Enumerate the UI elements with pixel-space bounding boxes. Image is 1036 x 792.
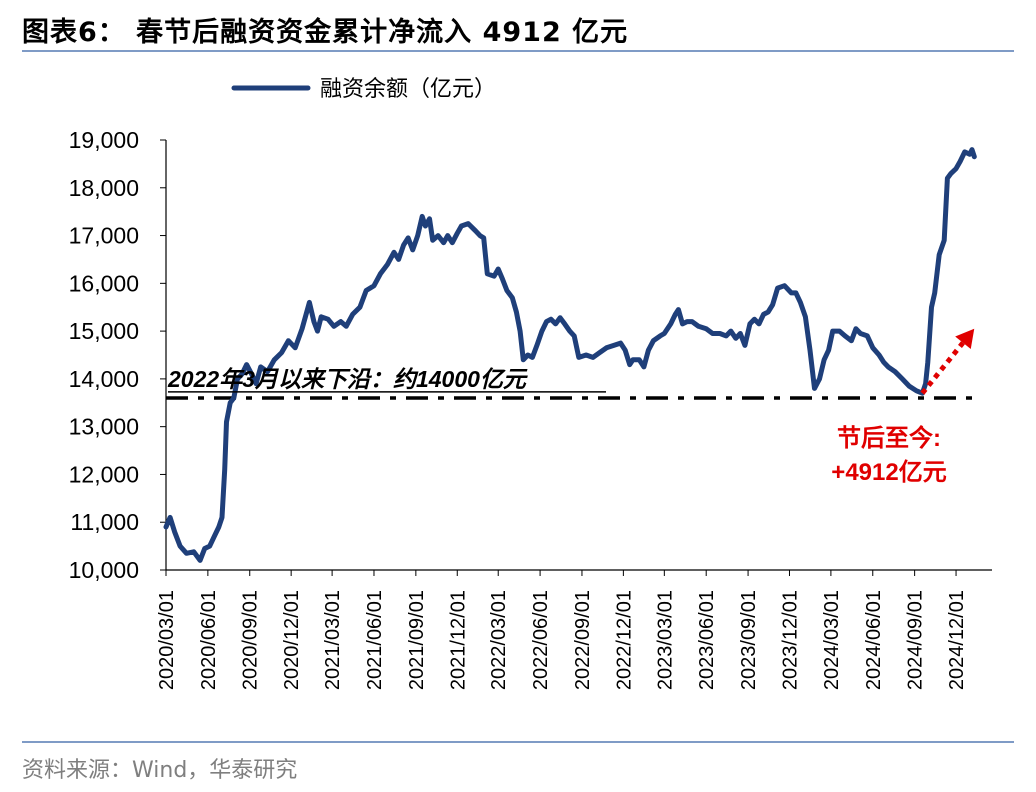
y-tick-label: 13,000 [69,414,139,440]
callout-arrow-line [920,341,965,395]
y-tick-label: 19,000 [69,127,139,153]
y-tick-label: 17,000 [69,223,139,249]
x-tick-label: 2020/12/01 [281,590,303,690]
callout-line-1: 节后至今: [837,424,941,452]
x-tick-label: 2024/12/01 [946,590,968,690]
x-tick-label: 2021/03/01 [322,590,344,690]
legend-label: 融资余额（亿元） [320,76,496,101]
x-tick-label: 2023/03/01 [654,590,676,690]
callout-arrow-head [955,328,975,350]
source-note: 资料来源：Wind，华泰研究 [22,758,298,783]
x-tick-label: 2022/06/01 [530,590,552,690]
x-tick-label: 2024/03/01 [821,590,843,690]
x-tick-label: 2023/09/01 [738,590,760,690]
title-rule [22,50,1014,52]
x-tick-label: 2020/09/01 [240,590,262,690]
series-line [163,147,977,563]
x-tick-label: 2024/09/01 [905,590,927,690]
y-tick-label: 10,000 [69,557,139,583]
figure-title: 图表6： 春节后融资资金累计净流入 4912 亿元 [22,17,629,48]
y-tick-label: 14,000 [69,366,139,392]
x-tick-label: 2021/12/01 [447,590,469,690]
callout-line-2: +4912亿元 [831,459,946,486]
x-tick-label: 2020/06/01 [198,590,220,690]
chart-axes: 10,000 11,000 12,000 13,000 14,000 15,000 16,0… [69,127,992,690]
x-tick-label: 2023/12/01 [779,590,801,690]
x-tick-label: 2021/09/01 [406,590,428,690]
y-tick-label: 12,000 [69,461,139,487]
support-line-label: 2022年3月以来下沿：约14000亿元 [167,366,528,392]
y-tick-label: 11,000 [70,509,139,535]
x-tick-label: 2022/03/01 [488,590,510,690]
y-tick-label: 16,000 [69,270,139,296]
x-tick-label: 2021/06/01 [364,590,386,690]
footer-rule [22,741,1014,743]
series-group [163,147,977,563]
y-tick-label: 18,000 [69,175,139,201]
x-tick-label: 2024/06/01 [863,590,885,690]
y-tick-label: 15,000 [69,318,139,344]
x-tick-label: 2022/09/01 [572,590,594,690]
x-tick-label: 2022/12/01 [613,590,635,690]
legend: 融资余额（亿元） [231,76,496,101]
x-tick-label: 2023/06/01 [696,590,718,690]
x-tick-label: 2020/03/01 [156,590,178,690]
